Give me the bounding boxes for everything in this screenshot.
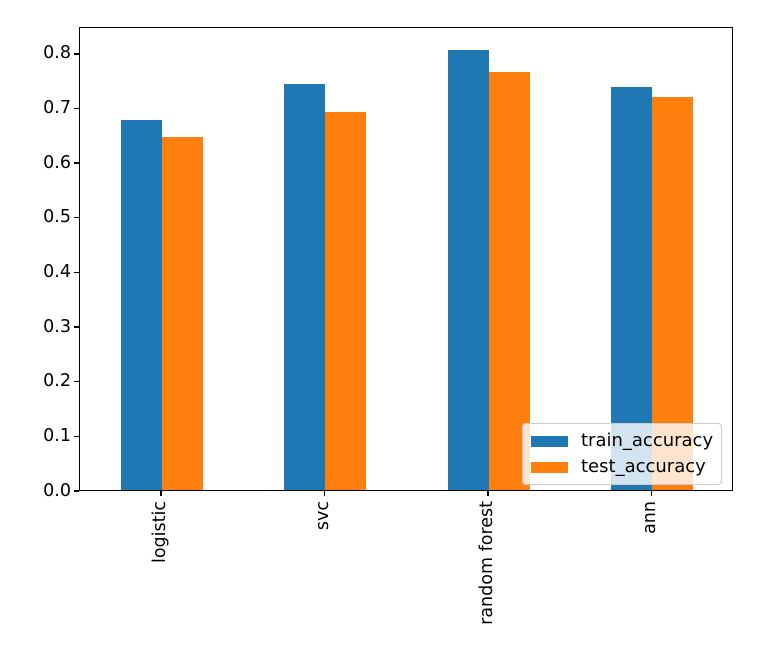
bar-test_accuracy-logistic: [161, 137, 203, 490]
bar-train_accuracy-logistic: [120, 119, 162, 490]
y-tick-mark: [74, 490, 79, 492]
y-tick-label: 0.0: [43, 480, 71, 501]
y-tick-label: 0.3: [43, 316, 71, 337]
bar-train_accuracy-svc: [284, 83, 326, 490]
x-tick-label-ann: ann: [640, 501, 661, 534]
y-tick-mark: [74, 271, 79, 274]
y-tick-label: 0.8: [43, 43, 71, 64]
y-tick-mark: [74, 380, 79, 383]
legend-swatch-test_accuracy: [531, 461, 568, 473]
y-tick-mark: [74, 326, 79, 328]
x-tick-mark: [650, 491, 652, 496]
y-tick-mark: [74, 216, 79, 219]
y-tick-mark: [74, 107, 79, 110]
legend-swatch-train_accuracy: [531, 435, 568, 447]
bar-train_accuracy-random-forest: [447, 49, 489, 490]
x-tick-label-random-forest: random forest: [476, 501, 497, 625]
y-tick-label: 0.2: [43, 371, 71, 392]
y-tick-label: 0.4: [43, 261, 71, 282]
x-tick-label-logistic: logistic: [149, 501, 170, 564]
bar-train_accuracy-ann: [611, 87, 653, 490]
y-tick-mark: [74, 53, 79, 55]
bar-test_accuracy-svc: [325, 112, 367, 490]
bar-test_accuracy-random-forest: [488, 71, 530, 490]
y-tick-mark: [74, 162, 79, 164]
legend: train_accuracy test_accuracy: [522, 423, 723, 485]
y-tick-label: 0.7: [43, 97, 71, 118]
plot-area: [79, 27, 733, 491]
y-tick-label: 0.1: [43, 425, 71, 446]
x-tick-mark: [160, 491, 162, 496]
y-tick-label: 0.6: [43, 152, 71, 173]
y-tick-mark: [74, 435, 79, 438]
legend-label: test_accuracy: [581, 456, 706, 477]
legend-item-train_accuracy: train_accuracy: [531, 428, 713, 454]
x-tick-label-svc: svc: [313, 501, 334, 531]
legend-label: train_accuracy: [581, 430, 714, 451]
y-tick-label: 0.5: [43, 207, 71, 228]
x-tick-mark: [487, 491, 489, 496]
x-tick-mark: [323, 491, 325, 496]
legend-item-test_accuracy: test_accuracy: [531, 454, 713, 480]
